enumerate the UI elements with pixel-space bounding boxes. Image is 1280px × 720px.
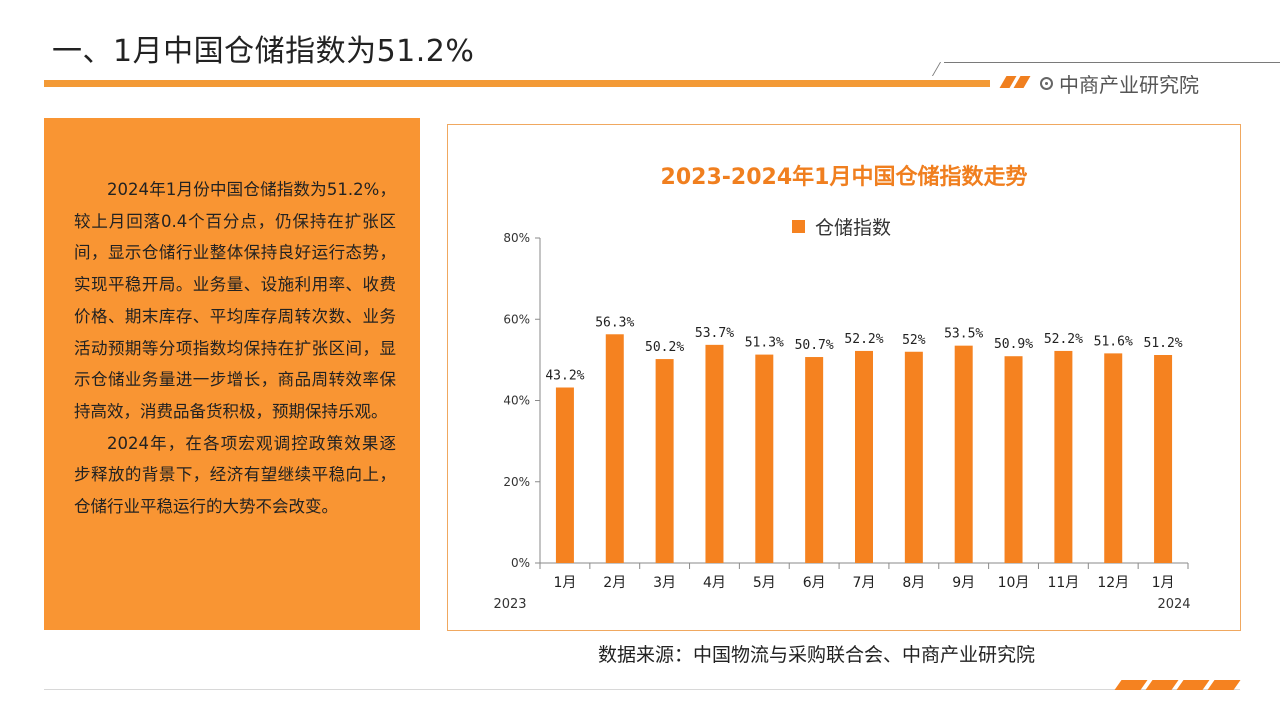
x-tick-label: 3月 [653, 575, 676, 591]
data-label: 51.2% [1144, 336, 1183, 351]
page-title: 一、1月中国仓储指数为51.2% [52, 34, 475, 69]
x-tick-label: 8月 [902, 575, 925, 591]
data-label: 52% [902, 333, 926, 348]
data-label: 50.2% [645, 340, 684, 355]
y-tick-label: 0% [511, 556, 530, 570]
year-label: 2024 [1157, 597, 1190, 612]
bar [755, 354, 774, 563]
x-tick-label: 10月 [998, 575, 1030, 591]
data-label: 50.7% [795, 338, 834, 353]
data-label: 51.6% [1094, 334, 1133, 349]
x-tick-label: 2月 [603, 575, 626, 591]
data-source: 数据来源：中国物流与采购联合会、中商产业研究院 [598, 644, 1036, 666]
x-tick-label: 1月 [1152, 575, 1175, 591]
header-divider [944, 62, 1280, 63]
header-divider-notch [931, 62, 942, 76]
chart-legend: 仓储指数 [792, 213, 891, 240]
x-tick-label: 1月 [553, 575, 576, 591]
chart-title: 2023-2024年1月中国仓储指数走势 [660, 165, 1028, 190]
summary-paragraph-1: 2024年1月份中国仓储指数为51.2%，较上月回落0.4个百分点，仍保持在扩张… [74, 180, 396, 421]
data-label: 53.5% [944, 327, 983, 342]
bar [1054, 350, 1073, 563]
bar [605, 334, 624, 563]
y-tick-label: 20% [503, 475, 530, 489]
brand-name: 中商产业研究院 [1059, 72, 1199, 97]
x-tick-label: 4月 [703, 575, 726, 591]
chart-panel: 2023-2024年1月中国仓储指数走势 仓储指数 0% 20% 40% 60% 80%… [447, 124, 1241, 631]
bar [655, 359, 674, 563]
y-tick-label: 40% [503, 394, 530, 408]
data-label: 50.9% [994, 337, 1033, 352]
legend-swatch [792, 220, 805, 233]
legend-label: 仓储指数 [815, 217, 892, 239]
data-label: 51.3% [745, 336, 784, 351]
bar [904, 351, 923, 563]
header-stripes [999, 76, 1031, 88]
bar [855, 350, 873, 563]
x-tick-label: 5月 [753, 575, 776, 591]
x-tick-label: 7月 [853, 575, 876, 591]
x-tick-label: 11月 [1047, 575, 1079, 591]
x-tick-label: 6月 [803, 575, 826, 591]
footer-stripes [1114, 680, 1241, 690]
bar [1004, 356, 1023, 563]
bar [555, 387, 574, 563]
y-tick-label: 80% [503, 231, 530, 245]
summary-paragraph-2: 2024年，在各项宏观调控政策效果逐步释放的背景下，经济有望继续平稳向上，仓储行… [74, 433, 396, 517]
footer-divider [44, 689, 1240, 690]
data-label: 52.2% [844, 332, 883, 347]
bar [954, 345, 973, 563]
data-label: 43.2% [545, 369, 584, 384]
year-label: 2023 [493, 597, 526, 612]
title-underline [44, 80, 990, 87]
bar [705, 344, 724, 563]
bar-chart: 0% 20% 40% 60% 80% 43.2% 1月 56.3% 2月 50.2% 3月 53.7%… [493, 231, 1190, 612]
bar [1104, 353, 1123, 563]
x-tick-label: 9月 [952, 575, 975, 591]
data-label: 52.2% [1044, 332, 1083, 347]
summary-panel: 2024年1月份中国仓储指数为51.2%，较上月回落0.4个百分点，仍保持在扩张… [44, 118, 420, 630]
bar [805, 357, 824, 563]
y-tick-label: 60% [503, 312, 530, 326]
bar [1154, 355, 1173, 563]
data-label: 56.3% [595, 315, 634, 330]
brand-dot-icon [1040, 76, 1053, 90]
x-tick-label: 12月 [1097, 575, 1129, 591]
brand: 中商产业研究院 [1040, 70, 1199, 97]
data-label: 53.7% [695, 326, 734, 341]
